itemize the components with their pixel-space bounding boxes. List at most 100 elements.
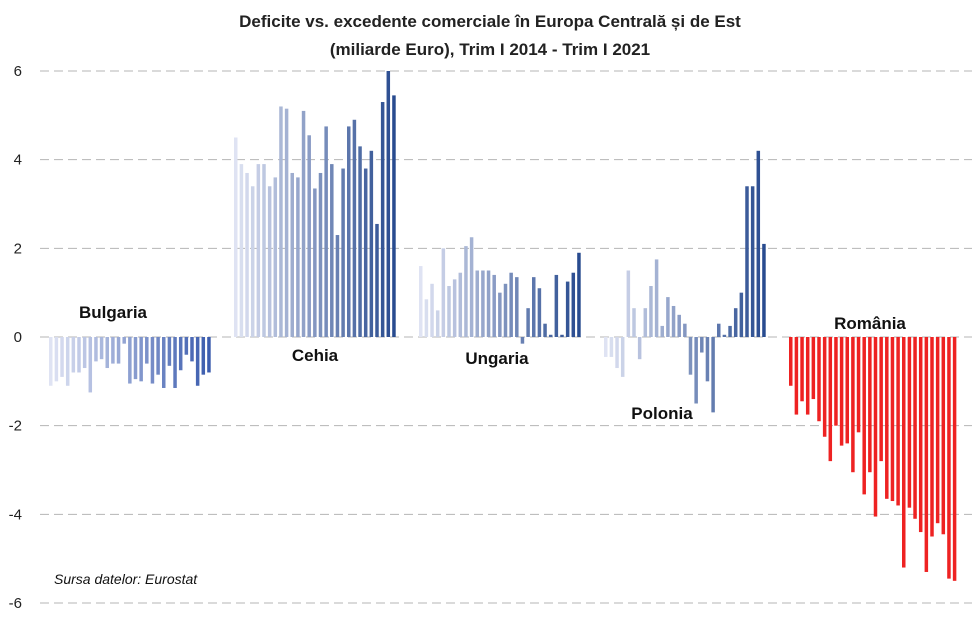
bar-4-8 xyxy=(834,337,838,426)
bar-2-17 xyxy=(515,277,519,337)
bar-3-10 xyxy=(660,325,664,337)
bar-0-7 xyxy=(88,337,93,393)
bar-3-15 xyxy=(688,337,693,375)
bar-2-0 xyxy=(419,266,423,337)
bar-2-25 xyxy=(560,334,564,337)
bar-0-23 xyxy=(178,337,183,371)
bar-1-1 xyxy=(239,164,244,337)
bar-2-3 xyxy=(435,310,440,337)
bar-4-10 xyxy=(845,337,849,444)
bar-3-27 xyxy=(756,150,761,337)
bar-3-11 xyxy=(666,297,670,337)
bar-1-24 xyxy=(369,150,374,337)
y-tick-label: 6 xyxy=(14,63,22,80)
bar-3-9 xyxy=(654,259,659,337)
bar-4-21 xyxy=(907,337,912,508)
bar-0-12 xyxy=(116,337,121,364)
bar-0-9 xyxy=(99,337,104,360)
bar-3-0 xyxy=(604,337,608,357)
bar-2-7 xyxy=(458,272,463,337)
bar-0-20 xyxy=(162,337,166,388)
bar-3-13 xyxy=(677,314,681,337)
bar-0-24 xyxy=(184,337,189,355)
bar-0-21 xyxy=(167,337,172,366)
bar-3-25 xyxy=(745,186,749,337)
bar-0-15 xyxy=(133,337,138,380)
bar-0-6 xyxy=(82,337,87,369)
bar-3-26 xyxy=(750,186,755,337)
bar-3-23 xyxy=(733,308,738,337)
bar-3-12 xyxy=(671,305,676,337)
bar-1-0 xyxy=(234,137,238,337)
bar-2-6 xyxy=(452,279,457,337)
bar-1-4 xyxy=(256,164,261,337)
bars xyxy=(49,71,957,581)
bar-2-26 xyxy=(565,281,570,337)
bar-1-2 xyxy=(245,172,249,337)
y-tick-label: -6 xyxy=(9,595,22,612)
bar-2-21 xyxy=(537,288,542,337)
bar-2-8 xyxy=(464,246,468,337)
bar-0-22 xyxy=(173,337,177,388)
gridlines xyxy=(40,70,972,604)
bar-4-9 xyxy=(839,337,844,446)
bar-4-3 xyxy=(805,337,810,415)
bar-4-16 xyxy=(879,337,883,462)
chart-title-line-1: Deficite vs. excedente comerciale în Eur… xyxy=(239,12,741,31)
bar-1-18 xyxy=(335,235,340,337)
bar-1-14 xyxy=(313,188,317,337)
bar-2-16 xyxy=(509,272,513,337)
country-label: România xyxy=(834,314,906,333)
bar-0-3 xyxy=(65,337,70,386)
bar-1-13 xyxy=(307,135,311,337)
bar-2-15 xyxy=(503,283,508,337)
bar-2-1 xyxy=(424,299,429,337)
bar-4-4 xyxy=(811,337,816,400)
bar-0-13 xyxy=(122,337,126,344)
bar-0-27 xyxy=(201,337,206,375)
bar-3-2 xyxy=(615,337,619,369)
country-label: Polonia xyxy=(631,404,693,423)
bar-4-26 xyxy=(935,337,940,524)
bar-0-16 xyxy=(139,337,143,382)
bar-3-17 xyxy=(700,337,704,353)
bar-1-3 xyxy=(250,186,255,337)
bar-0-17 xyxy=(145,337,149,364)
bar-3-7 xyxy=(643,308,648,337)
bar-1-11 xyxy=(296,177,300,337)
bar-1-10 xyxy=(290,172,294,337)
bar-3-5 xyxy=(632,308,636,337)
bar-1-21 xyxy=(352,119,357,338)
bar-1-26 xyxy=(380,102,385,337)
bar-4-14 xyxy=(868,337,872,473)
bar-4-29 xyxy=(952,337,957,581)
bar-2-4 xyxy=(441,248,446,337)
bar-1-5 xyxy=(262,164,266,337)
y-tick-label: 0 xyxy=(14,329,22,346)
bar-2-28 xyxy=(577,252,581,337)
bar-2-19 xyxy=(526,308,530,337)
bar-3-28 xyxy=(762,243,766,337)
y-axis-ticks: 6 4 2 0 -2 -4 -6 xyxy=(9,63,22,612)
bar-2-23 xyxy=(548,334,553,337)
bar-4-7 xyxy=(828,337,833,462)
y-tick-label: 4 xyxy=(14,152,22,169)
bar-3-24 xyxy=(739,292,744,337)
bar-4-19 xyxy=(896,337,900,506)
bar-4-5 xyxy=(817,337,821,422)
bar-0-28 xyxy=(207,337,211,373)
bar-4-6 xyxy=(822,337,827,437)
y-tick-label: 2 xyxy=(14,240,22,257)
bar-1-23 xyxy=(363,168,368,337)
bar-2-2 xyxy=(430,283,434,337)
bar-0-4 xyxy=(71,337,76,373)
bar-0-0 xyxy=(49,337,53,386)
bar-3-3 xyxy=(620,337,625,377)
bar-2-10 xyxy=(475,270,479,337)
bar-1-7 xyxy=(273,177,278,337)
bar-4-25 xyxy=(930,337,934,537)
bar-3-22 xyxy=(728,325,732,337)
bar-1-12 xyxy=(301,110,306,338)
bar-3-14 xyxy=(683,323,687,337)
bar-3-18 xyxy=(705,337,710,382)
